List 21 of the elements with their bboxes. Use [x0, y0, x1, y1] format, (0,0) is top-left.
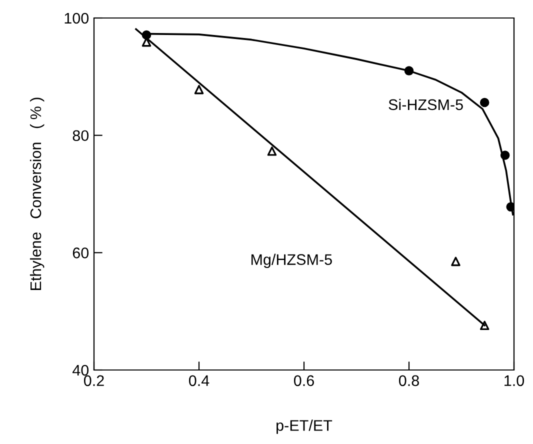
y-tick-label: 60: [72, 248, 89, 258]
y-axis-title: Ethylene Conversion ( % ): [30, 98, 44, 290]
point: [451, 256, 460, 266]
annotation: Si-HZSM-5: [388, 98, 463, 110]
point: [500, 150, 510, 160]
annotation: Mg/HZSM-5: [251, 254, 332, 268]
x-tick-label: 0.2: [84, 375, 104, 386]
point: [267, 146, 277, 156]
x-tick-label: 0.8: [398, 375, 419, 386]
point: [480, 320, 490, 330]
y-tick-label: 40: [72, 364, 89, 376]
x-axis-title: p-ET/ET: [276, 420, 332, 434]
x-tick-label: 0.6: [294, 375, 314, 386]
y-tick-label: 80: [72, 130, 89, 142]
point: [142, 30, 152, 40]
x-tick-label: 0.4: [188, 375, 210, 386]
point: [194, 84, 204, 94]
point: [404, 66, 414, 76]
x-tick-label: 1.0: [504, 375, 524, 386]
point: [480, 98, 490, 108]
y-tick-label: 100: [64, 12, 89, 24]
